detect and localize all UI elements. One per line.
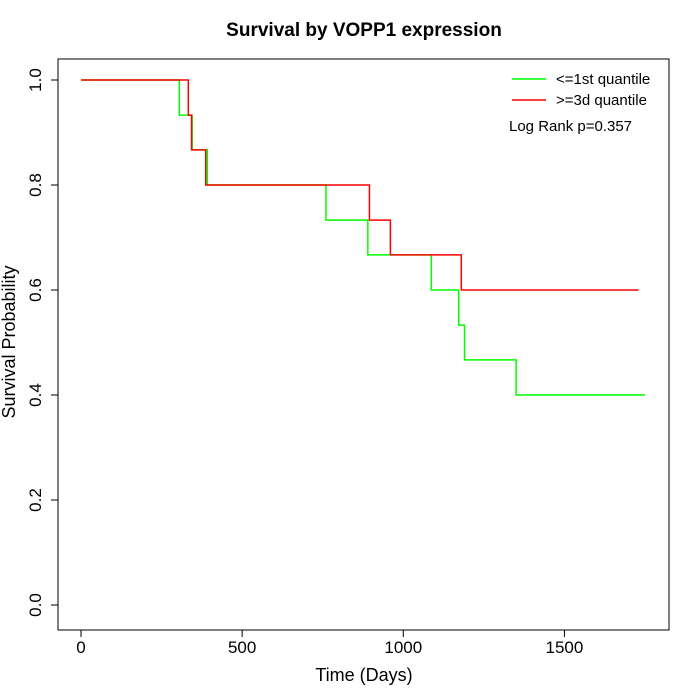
y-tick-label: 0.6	[26, 278, 45, 302]
legend: <=1st quantile >=3d quantile	[512, 71, 650, 109]
y-axis: 0.0 0.2 0.4 0.6 0.8 1.0	[26, 68, 58, 617]
legend-label-high: >=3d quantile	[556, 92, 647, 109]
series-line-high	[81, 79, 639, 291]
y-tick-label: 1.0	[26, 68, 45, 92]
y-tick-label: 0.8	[26, 173, 45, 197]
y-tick-label: 0.0	[26, 593, 45, 617]
plot-frame	[57, 58, 670, 631]
series-layer	[81, 79, 645, 396]
x-tick-label: 1500	[546, 638, 584, 657]
chart-title: Survival by VOPP1 expression	[226, 20, 502, 41]
logrank-annotation: Log Rank p=0.357	[509, 118, 632, 135]
x-axis-label: Time (Days)	[315, 665, 412, 685]
x-axis: 0 500 1000 1500	[76, 630, 583, 657]
x-tick-label: 500	[228, 638, 256, 657]
y-tick-label: 0.2	[26, 488, 45, 512]
x-tick-label: 1000	[384, 638, 422, 657]
x-tick-label: 0	[76, 638, 85, 657]
y-axis-label: Survival Probability	[0, 265, 19, 418]
legend-label-low: <=1st quantile	[556, 71, 650, 88]
y-tick-label: 0.4	[26, 383, 45, 407]
